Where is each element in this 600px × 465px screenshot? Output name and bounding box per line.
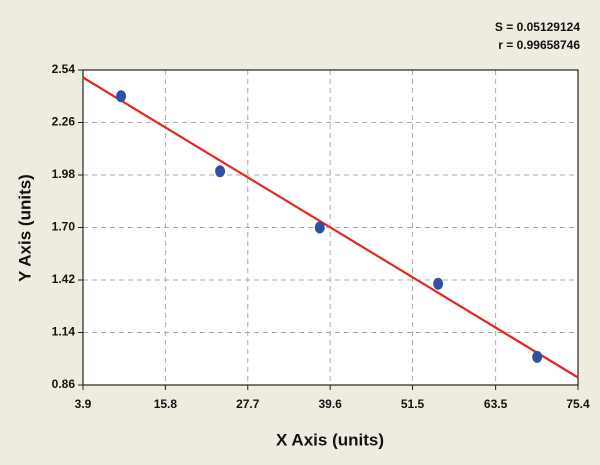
annotation: r = 0.99658746 <box>498 38 580 52</box>
y-tick-label: 2.26 <box>52 115 76 129</box>
x-axis-label: X Axis (units) <box>276 430 384 449</box>
data-point <box>215 165 226 178</box>
x-tick-label: 3.9 <box>75 397 92 411</box>
y-axis-label: Y Axis (units) <box>15 174 34 282</box>
x-tick-label: 15.8 <box>154 397 178 411</box>
y-tick-label: 1.98 <box>52 167 76 181</box>
x-tick-label: 75.4 <box>566 397 590 411</box>
y-tick-label: 0.86 <box>52 377 76 391</box>
fit-line <box>82 76 579 379</box>
x-tick-label: 39.6 <box>318 397 342 411</box>
annotation: S = 0.05129124 <box>495 20 580 34</box>
y-tick-label: 1.42 <box>52 272 76 286</box>
data-point <box>314 221 325 234</box>
x-tick-label: 63.5 <box>484 397 508 411</box>
x-tick-label: 51.5 <box>401 397 425 411</box>
x-tick-label: 27.7 <box>236 397 260 411</box>
data-point <box>116 90 127 103</box>
y-tick-label: 1.14 <box>52 325 76 339</box>
data-point <box>532 350 543 363</box>
y-tick-label: 2.54 <box>52 62 76 76</box>
data-point <box>433 277 444 290</box>
y-tick-label: 1.70 <box>52 220 76 234</box>
